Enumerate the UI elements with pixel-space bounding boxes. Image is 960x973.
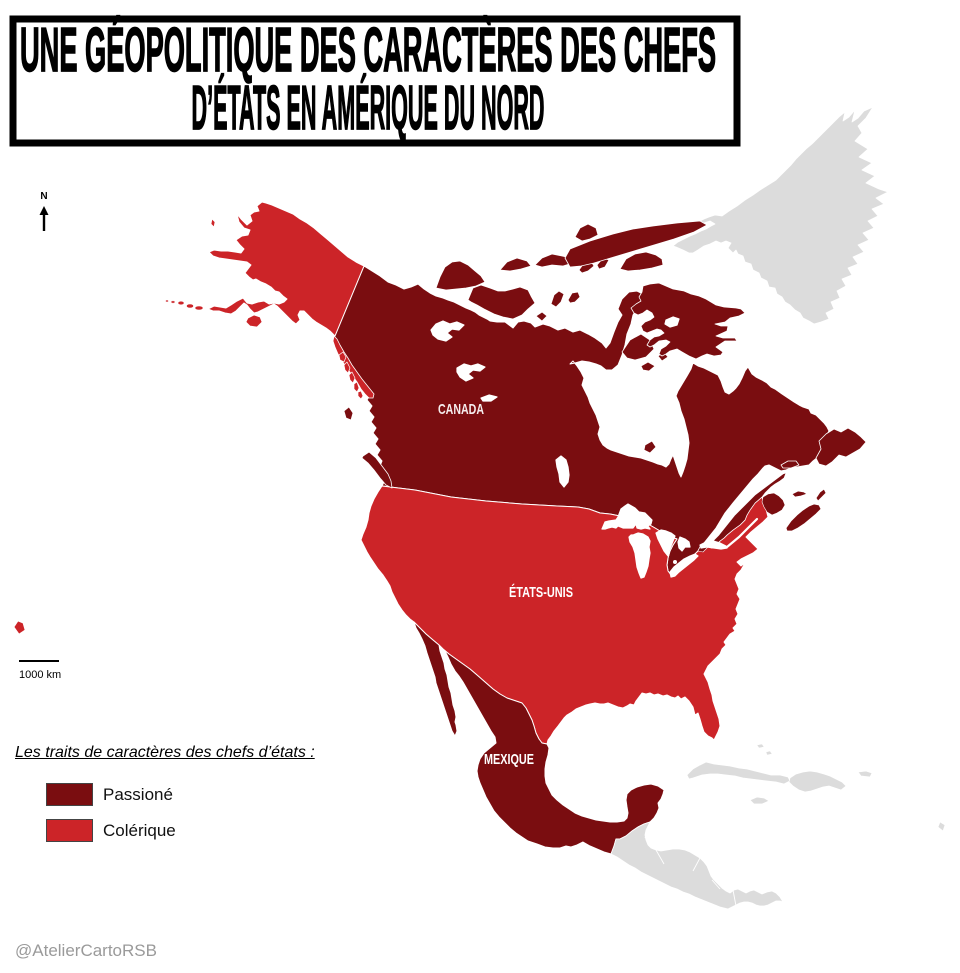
svg-text:CANADA: CANADA [438,401,484,418]
svg-text:ÉTATS-UNIS: ÉTATS-UNIS [509,584,573,601]
svg-text:UNE GÉOPOLITIQUE DES CARACTÈRE: UNE GÉOPOLITIQUE DES CARACTÈRES DES CHEF… [20,16,716,85]
svg-text:MEXIQUE: MEXIQUE [484,751,534,768]
svg-text:D’ÉTATS EN AMÉRIQUE DU NORD: D’ÉTATS EN AMÉRIQUE DU NORD [192,74,545,143]
